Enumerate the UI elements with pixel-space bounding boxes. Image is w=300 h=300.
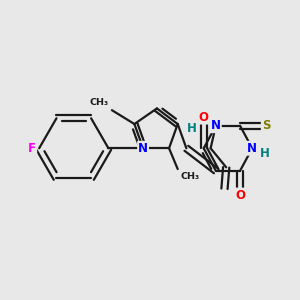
Text: F: F [28, 142, 36, 155]
Text: CH₃: CH₃ [90, 98, 109, 107]
Text: O: O [199, 111, 209, 124]
Text: H: H [260, 147, 269, 160]
Text: O: O [235, 188, 245, 202]
Text: CH₃: CH₃ [181, 172, 200, 181]
Text: N: N [138, 142, 148, 155]
Text: N: N [247, 142, 257, 155]
Text: H: H [187, 122, 196, 135]
Text: N: N [211, 119, 221, 132]
Text: S: S [262, 119, 270, 132]
